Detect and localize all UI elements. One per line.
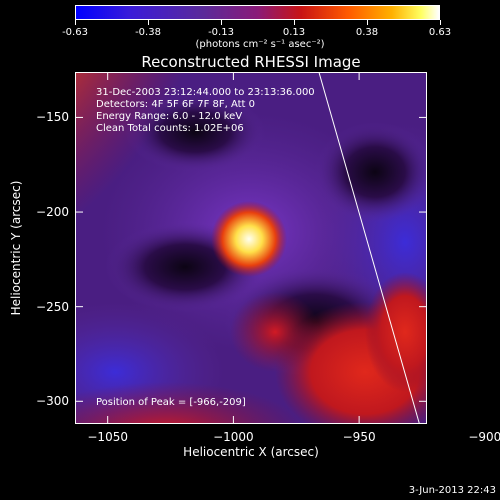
colorbar-tick-label: 0.63 <box>428 27 452 38</box>
x-axis <box>107 72 360 424</box>
annotation-energy: Energy Range: 6.0 - 12.0 keV <box>96 111 243 122</box>
x-tick-label: −1000 <box>213 430 254 444</box>
solar-limb-line <box>318 72 420 424</box>
colorbar-tick-label: -0.38 <box>135 27 161 38</box>
limb-line-segment <box>318 72 420 424</box>
colorbar-tick <box>367 20 368 25</box>
colorbar-tick <box>148 20 149 25</box>
chart-title: Reconstructed RHESSI Image <box>141 53 361 71</box>
colorbar-tick <box>75 20 76 25</box>
colorbar-tick-label: 0.13 <box>282 27 306 38</box>
annotation-peak: Position of Peak = [-966,-209] <box>96 397 246 408</box>
y-tick-label: −300 <box>36 394 69 409</box>
x-tick-label: −900 <box>468 430 500 444</box>
colorbar-tick-label: 0.38 <box>355 27 379 38</box>
annotation-time: 31-Dec-2003 23:12:44.000 to 23:13:36.000 <box>96 87 315 98</box>
colorbar-tick-label: -0.63 <box>62 27 88 38</box>
y-axis <box>75 116 427 402</box>
colorbar <box>75 5 440 20</box>
x-axis-label: Heliocentric X (arcsec) <box>183 445 319 459</box>
annotation-detectors: Detectors: 4F 5F 6F 7F 8F, Att 0 <box>96 99 256 110</box>
colorbar-unit-label: (photons cm⁻² s⁻¹ asec⁻²) <box>195 39 325 50</box>
heatmap-image <box>75 72 427 424</box>
heatmap-plot <box>75 72 427 424</box>
y-tick-label: −250 <box>36 299 69 314</box>
footer-date: 3-Jun-2013 22:43 <box>408 485 496 496</box>
colorbar-tick <box>294 20 295 25</box>
colorbar-tick <box>221 20 222 25</box>
plot-frame <box>75 72 427 424</box>
y-axis-label: Heliocentric Y (arcsec) <box>9 180 23 316</box>
annotation-method: Clean Total counts: 1.02E+06 <box>96 123 244 134</box>
x-tick-label: −1050 <box>87 430 128 444</box>
y-tick-label: −200 <box>36 205 69 220</box>
colorbar-tick <box>440 20 441 25</box>
y-tick-label: −150 <box>36 110 69 125</box>
colorbar-tick-label: -0.13 <box>208 27 234 38</box>
x-tick-label: −950 <box>342 430 376 444</box>
